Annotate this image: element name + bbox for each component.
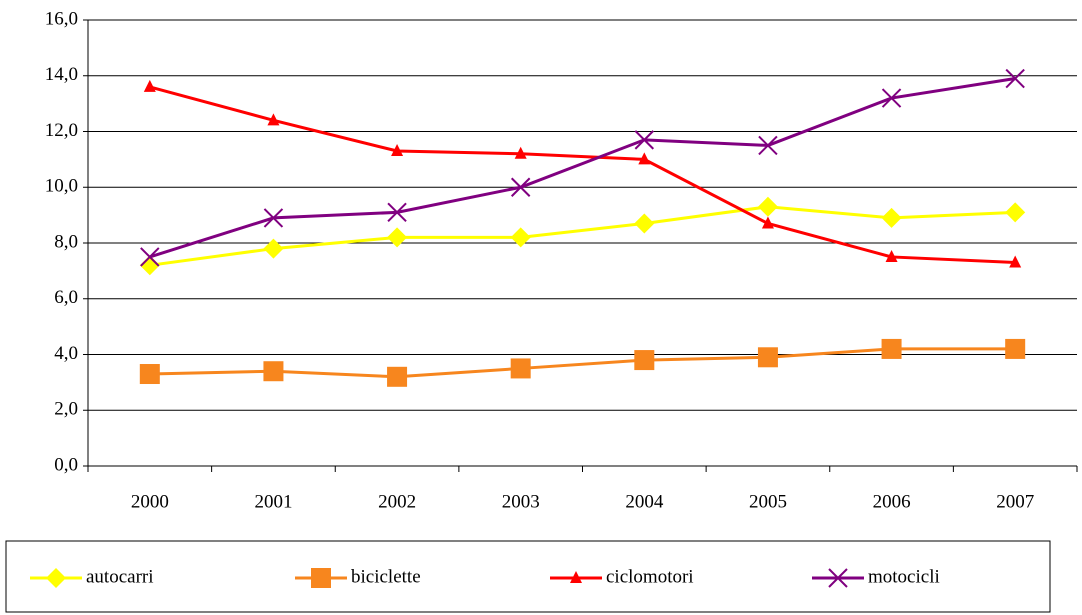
marker	[1009, 255, 1022, 268]
marker	[634, 213, 655, 234]
marker	[638, 152, 651, 165]
marker	[1005, 338, 1026, 359]
marker	[510, 358, 531, 379]
x-tick-label: 2005	[749, 491, 787, 512]
marker	[46, 568, 66, 588]
x-tick-label: 2002	[378, 491, 416, 512]
marker	[139, 364, 160, 385]
marker	[881, 207, 902, 228]
marker	[311, 568, 331, 588]
series-line	[149, 85, 1016, 265]
y-tick-label: 6,0	[54, 287, 78, 308]
marker	[143, 79, 156, 92]
x-tick-label: 2001	[254, 491, 292, 512]
marker	[387, 202, 407, 223]
marker	[267, 113, 280, 126]
marker	[761, 216, 774, 229]
legend-label: autocarri	[86, 566, 154, 587]
marker	[510, 177, 531, 197]
marker	[514, 146, 527, 159]
series-line	[149, 205, 1016, 267]
y-tick-label: 16,0	[45, 8, 78, 29]
marker	[757, 347, 778, 368]
x-tick-label: 2007	[996, 491, 1034, 512]
y-tick-label: 4,0	[54, 343, 78, 364]
marker	[510, 227, 531, 248]
x-tick-label: 2003	[502, 491, 540, 512]
y-tick-label: 8,0	[54, 231, 78, 252]
legend-label: biciclette	[351, 566, 421, 587]
marker	[758, 135, 778, 156]
marker	[757, 196, 778, 217]
marker	[391, 144, 404, 157]
marker	[387, 227, 408, 248]
y-tick-label: 10,0	[45, 176, 78, 197]
marker	[263, 361, 284, 382]
marker	[634, 130, 655, 150]
y-tick-label: 14,0	[45, 64, 78, 85]
marker	[1005, 202, 1026, 223]
marker	[140, 247, 160, 267]
marker	[634, 350, 655, 371]
marker	[1005, 68, 1025, 89]
x-tick-label: 2004	[625, 491, 664, 512]
marker	[881, 338, 902, 359]
series-line	[149, 347, 1016, 379]
marker	[387, 366, 408, 387]
marker	[570, 571, 582, 583]
marker	[881, 88, 902, 108]
y-tick-label: 12,0	[45, 120, 78, 141]
legend-label: ciclomotori	[606, 566, 694, 587]
marker	[263, 208, 284, 228]
legend-box	[5, 540, 1051, 613]
legend-label: motocicli	[868, 566, 940, 587]
marker	[885, 249, 898, 262]
marker	[263, 238, 284, 259]
series-line	[149, 77, 1016, 259]
marker	[828, 568, 848, 588]
marker	[139, 255, 160, 276]
x-tick-label: 2006	[873, 491, 911, 512]
y-tick-label: 0,0	[54, 454, 78, 475]
x-tick-label: 2000	[131, 491, 169, 512]
y-tick-label: 2,0	[54, 399, 78, 420]
